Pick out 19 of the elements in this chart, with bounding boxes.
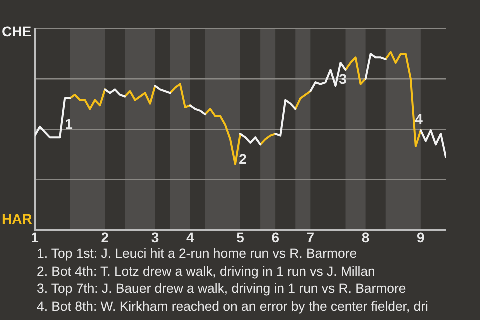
annotation: 1 xyxy=(65,116,74,132)
text: 1. Top 1st: J. Leuci hit a 2-run home run vs R. Barmore xyxy=(37,245,358,262)
annotation: 3 xyxy=(339,70,348,87)
annotation: 2 xyxy=(239,150,248,167)
x-tick-label: 3 xyxy=(151,229,160,246)
x-tick-label: 7 xyxy=(306,229,315,246)
text: 4. Bot 8th: W. Kirkham reached on an error by the center fielder, dri xyxy=(37,298,430,315)
text: HAR xyxy=(2,210,32,227)
text: 2. Bot 4th: T. Lotz drew a walk, driving in 1 run vs J. Millan xyxy=(37,262,376,280)
x-tick-label: 8 xyxy=(362,229,370,246)
x-tick-label: 2 xyxy=(101,229,110,246)
text: CHE xyxy=(2,24,32,40)
x-tick-label: 1 xyxy=(31,229,40,246)
text: 3. Top 7th: J. Bauer drew a walk, driving in 1 run vs R. Barmore xyxy=(37,280,408,298)
annotation: 4 xyxy=(415,110,424,127)
x-tick-label: 4 xyxy=(186,229,194,246)
x-tick-label: 9 xyxy=(417,229,426,246)
x-tick-label: 6 xyxy=(272,229,280,246)
x-tick-label: 5 xyxy=(236,229,245,246)
